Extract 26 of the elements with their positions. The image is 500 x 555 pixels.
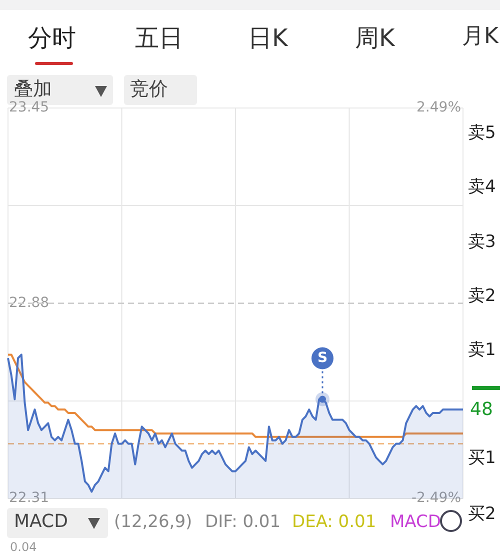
text: 叠加 <box>14 78 52 101</box>
text: DIF: 0.01 <box>205 512 281 532</box>
text: 卖1 <box>468 340 496 360</box>
y2-tick-label: -2.49% <box>411 490 461 506</box>
text: MACD <box>390 512 441 532</box>
text: 周K <box>355 24 395 53</box>
annotation: S <box>317 350 328 366</box>
text: 竞价 <box>130 78 168 101</box>
text: 卖4 <box>468 177 496 198</box>
text: 卖5 <box>468 123 496 144</box>
text: 五日 <box>135 24 183 53</box>
text: MACD <box>14 511 68 533</box>
text: 买1 <box>468 448 496 468</box>
y2-tick-label: 2.49% <box>416 100 461 116</box>
y-tick-label: 23.45 <box>9 100 50 116</box>
text: DEA: 0.01 <box>292 512 376 532</box>
text: 分时 <box>28 24 76 53</box>
text: 卖3 <box>468 232 496 252</box>
y-tick-label: 22.31 <box>9 490 50 506</box>
text: 48 <box>470 399 493 421</box>
text: 0.04 <box>10 540 37 554</box>
text: 卖2 <box>468 286 496 306</box>
text: (12,26,9) <box>114 512 192 532</box>
text: 月K <box>462 24 498 50</box>
text: 日K <box>248 24 288 53</box>
text: 买2 <box>468 504 496 524</box>
